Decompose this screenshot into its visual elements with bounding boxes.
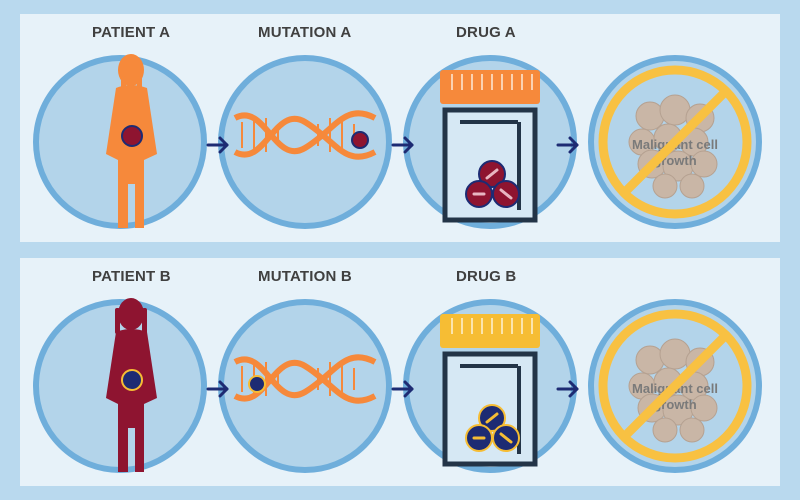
arrow-right-icon: [391, 136, 414, 154]
mutation-marker-icon: [351, 131, 369, 149]
pathway-row-b: PATIENT B MUTATION B DRUG B: [20, 258, 780, 486]
mutation-b-circle: [218, 299, 392, 473]
prohibited-icon: [598, 309, 752, 463]
mutation-b-label: MUTATION B: [258, 268, 352, 285]
pathway-row-a: PATIENT A MUTATION A DRUG A: [20, 14, 780, 242]
pill-jar-icon: [440, 70, 540, 223]
mutation-a-label: MUTATION A: [258, 24, 352, 41]
arrow-right-icon: [391, 380, 414, 398]
mutation-a-circle: [218, 55, 392, 229]
pill-jar-icon: [440, 314, 540, 467]
arrow-right-icon: [556, 380, 579, 398]
arrow-right-icon: [206, 380, 229, 398]
mutation-marker-icon: [121, 369, 143, 391]
patient-b-label: PATIENT B: [92, 268, 171, 285]
patient-a-label: PATIENT A: [92, 24, 171, 41]
child-silhouette-icon: [106, 298, 157, 472]
dna-helix-icon: [233, 110, 377, 160]
pathway-b-diagram: Malignant cell growth: [33, 298, 762, 473]
child-silhouette-icon: [106, 54, 157, 228]
arrow-right-icon: [556, 136, 579, 154]
mutation-marker-icon: [121, 125, 143, 147]
drug-a-label: DRUG A: [456, 24, 516, 41]
arrow-right-icon: [206, 136, 229, 154]
prohibited-icon: [598, 65, 752, 219]
drug-b-label: DRUG B: [456, 268, 517, 285]
pathway-a-diagram: Malignant cell growth: [33, 54, 762, 229]
mutation-marker-icon: [248, 375, 266, 393]
